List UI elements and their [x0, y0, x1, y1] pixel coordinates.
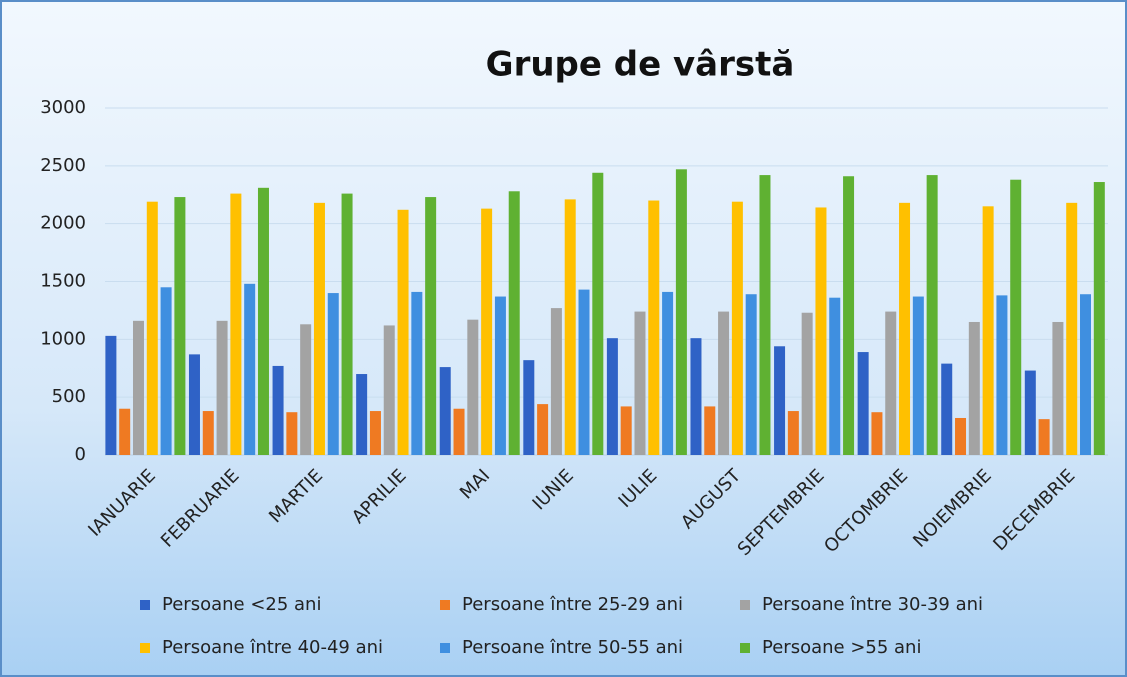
legend-label: Persoane <25 ani: [162, 594, 321, 615]
bar: [216, 320, 228, 455]
bar: [411, 291, 423, 455]
bar: [425, 197, 437, 455]
bar: [356, 374, 368, 455]
bar: [188, 354, 200, 455]
bar: [774, 346, 786, 455]
bar: [272, 365, 284, 455]
bar: [313, 202, 325, 455]
bar: [718, 311, 730, 455]
bar: [467, 319, 479, 455]
bar: [1024, 370, 1036, 455]
bar: [704, 406, 716, 455]
bar: [397, 209, 409, 455]
bar: [745, 294, 757, 455]
bar: [606, 338, 618, 455]
bar: [257, 187, 269, 455]
bar: [286, 412, 298, 455]
bar: [885, 311, 897, 455]
y-tick-label: 3000: [40, 97, 86, 118]
bar: [132, 320, 144, 455]
bar: [982, 206, 994, 455]
bar: [648, 200, 660, 455]
bar: [662, 291, 674, 455]
bar: [508, 191, 520, 455]
bar: [550, 308, 562, 455]
bar: [481, 208, 493, 455]
bar: [592, 172, 604, 456]
bar: [453, 408, 465, 455]
bar: [564, 199, 576, 455]
bar: [119, 408, 131, 455]
bar: [105, 335, 117, 455]
bar: [675, 169, 687, 455]
bar: [899, 202, 911, 455]
bar: [160, 287, 172, 455]
bar: [801, 312, 813, 455]
bar: [230, 193, 242, 456]
bar: [955, 417, 967, 455]
bar: [759, 175, 771, 455]
bar: [968, 321, 980, 455]
legend-marker: [140, 600, 150, 610]
bar: [244, 283, 256, 455]
legend-label: Persoane între 25-29 ani: [462, 594, 683, 615]
bar: [439, 367, 451, 455]
y-tick-label: 2000: [40, 213, 86, 234]
bar: [787, 411, 799, 455]
bar: [941, 363, 953, 455]
bar: [815, 207, 827, 455]
bar: [146, 201, 158, 455]
bar: [327, 293, 339, 455]
bar: [202, 411, 214, 455]
bar: [690, 338, 702, 455]
bar: [174, 197, 186, 455]
y-tick-label: 0: [75, 444, 86, 465]
legend-label: Persoane >55 ani: [762, 637, 921, 658]
legend-label: Persoane între 40-49 ani: [162, 637, 383, 658]
bar: [1066, 202, 1078, 455]
bar: [871, 412, 883, 455]
bar: [494, 296, 506, 455]
bar: [578, 289, 590, 455]
legend-label: Persoane între 50-55 ani: [462, 637, 683, 658]
bar: [537, 404, 549, 455]
y-tick-label: 1000: [40, 328, 86, 349]
legend-marker: [740, 600, 750, 610]
bar: [731, 201, 743, 455]
legend-marker: [440, 643, 450, 653]
bar: [341, 193, 353, 456]
bar: [857, 352, 869, 455]
y-tick-label: 1500: [40, 271, 86, 292]
bar: [843, 176, 855, 455]
bar: [369, 411, 381, 455]
legend-label: Persoane între 30-39 ani: [762, 594, 983, 615]
bar: [829, 297, 841, 455]
bar: [634, 311, 646, 455]
bar: [996, 295, 1008, 455]
legend-marker: [740, 643, 750, 653]
bar: [620, 406, 632, 455]
bar: [1038, 419, 1050, 455]
bar: [383, 325, 395, 455]
bar: [926, 175, 938, 455]
bar: [1010, 179, 1022, 456]
legend-marker: [140, 643, 150, 653]
bar: [1052, 321, 1064, 455]
bar: [300, 324, 312, 455]
bar: [912, 296, 924, 455]
bar: [523, 360, 535, 455]
bar: [1093, 182, 1105, 455]
legend-marker: [440, 600, 450, 610]
y-tick-label: 500: [52, 386, 86, 407]
chart-title: Grupe de vârstă: [486, 45, 795, 85]
bar: [1080, 294, 1092, 455]
y-tick-label: 2500: [40, 155, 86, 176]
